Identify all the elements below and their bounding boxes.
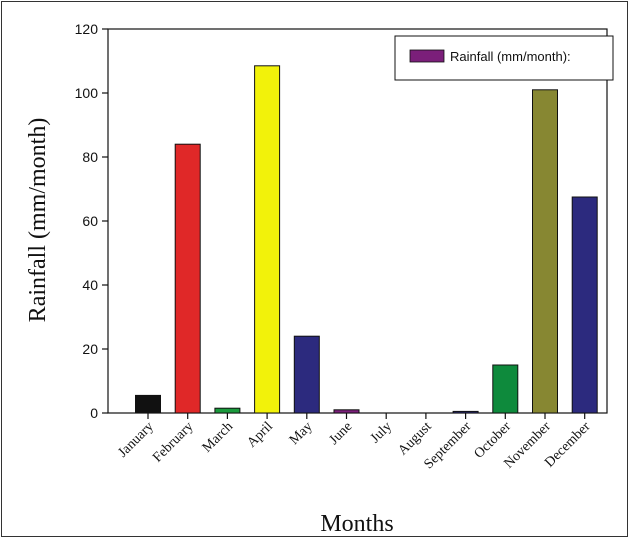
bars [135,65,598,414]
legend-swatch-rainfall [409,49,445,63]
y-tick-label: 0 [90,405,98,421]
y-tick-label: 40 [82,277,98,293]
bar-november [532,89,558,414]
x-tick-label-march: March [200,419,236,455]
bar-february [174,143,201,414]
x-axis-title: Months [320,511,393,537]
y-tick-label: 20 [82,341,98,357]
y-tick-label: 100 [75,85,99,101]
bar-june [333,409,360,414]
bar-may [293,335,320,414]
x-tick-label-june: June [327,419,356,448]
y-tick-label: 120 [75,21,99,37]
bar-january [135,394,161,414]
x-tick-label-july: July [368,419,395,446]
x-tick-label-february: February [150,419,196,465]
bar-october [492,364,519,414]
legend: Rainfall (mm/month): [394,35,614,81]
y-tick-label: 80 [82,149,98,165]
x-tick-label-april: April [244,419,276,451]
bar-march [214,407,241,414]
x-tick-label-august: August [396,419,435,458]
x-tick-label-may: May [287,419,316,448]
y-axis-title: Rainfall (mm/month) [25,118,51,323]
y-axis: 0 20 40 60 80 100 120 [75,21,108,421]
bar-december [571,196,598,414]
bar-september [452,410,479,414]
bar-april [254,65,281,414]
y-tick-label: 60 [82,213,98,229]
legend-label-rainfall: Rainfall (mm/month): [450,49,571,64]
